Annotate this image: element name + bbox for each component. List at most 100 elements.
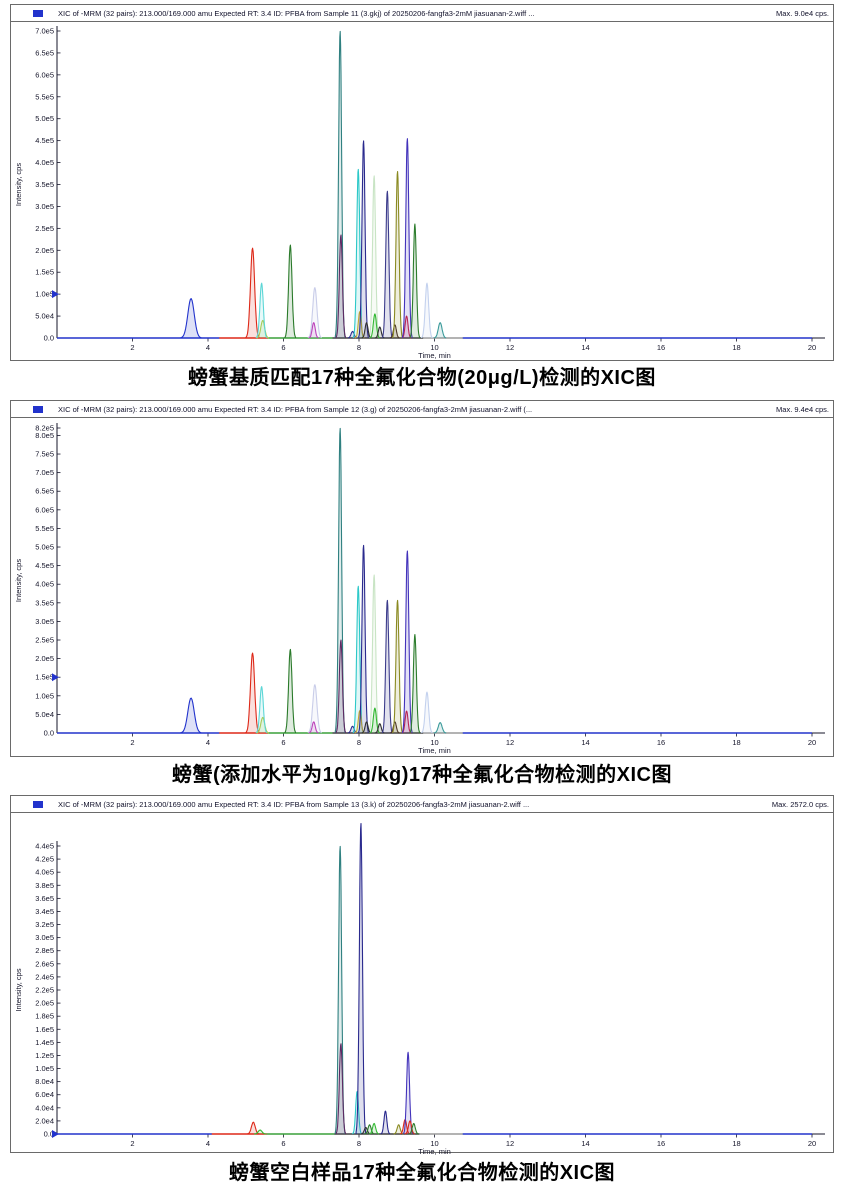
- svg-text:7.0e5: 7.0e5: [35, 27, 54, 36]
- chromatogram-panel-2: XIC of -MRM (32 pairs): 213.000/169.000 …: [10, 400, 834, 757]
- svg-text:5.0e5: 5.0e5: [35, 543, 54, 552]
- svg-text:10: 10: [430, 343, 438, 352]
- svg-text:1.5e5: 1.5e5: [35, 673, 54, 682]
- svg-text:20: 20: [808, 1139, 816, 1148]
- svg-text:6.5e5: 6.5e5: [35, 487, 54, 496]
- svg-text:18: 18: [732, 343, 740, 352]
- svg-text:12: 12: [506, 738, 514, 747]
- svg-text:1.0e5: 1.0e5: [35, 691, 54, 700]
- svg-text:4: 4: [206, 738, 210, 747]
- svg-text:8.0e5: 8.0e5: [35, 431, 54, 440]
- svg-text:0.0: 0.0: [44, 729, 54, 738]
- max-cps-label: Max. 9.0e4 cps.: [776, 8, 829, 18]
- svg-text:2: 2: [130, 1139, 134, 1148]
- caption-spiked-sample: 螃蟹(添加水平为10μg/kg)17种全氟化合物检测的XIC图: [171, 764, 672, 786]
- svg-text:14: 14: [581, 1139, 589, 1148]
- chromatogram-panel-1: XIC of -MRM (32 pairs): 213.000/169.000 …: [10, 4, 834, 361]
- svg-text:12: 12: [506, 1139, 514, 1148]
- svg-text:3.0e5: 3.0e5: [35, 202, 54, 211]
- svg-text:16: 16: [657, 343, 665, 352]
- svg-text:2.8e5: 2.8e5: [35, 946, 54, 955]
- svg-text:Time, min: Time, min: [418, 351, 451, 360]
- svg-text:1.2e5: 1.2e5: [35, 1051, 54, 1060]
- svg-text:3.0e5: 3.0e5: [35, 933, 54, 942]
- svg-text:6: 6: [281, 1139, 285, 1148]
- chromatogram-plot-1: 0.0 5.0e4 1.0e5 1.5e5 2.0e5 2.5e5 3.0e5 3.5e5 4.…: [14, 26, 825, 360]
- svg-text:10: 10: [430, 1139, 438, 1148]
- svg-text:7.5e5: 7.5e5: [35, 450, 54, 459]
- svg-text:4: 4: [206, 343, 210, 352]
- svg-text:16: 16: [657, 1139, 665, 1148]
- xic-header-text: XIC of -MRM (32 pairs): 213.000/169.000 …: [58, 8, 535, 18]
- svg-text:20: 20: [808, 343, 816, 352]
- svg-text:8.0e4: 8.0e4: [35, 1077, 54, 1086]
- svg-text:20: 20: [808, 738, 816, 747]
- svg-text:Time, min: Time, min: [418, 1147, 451, 1156]
- svg-text:Intensity, cps: Intensity, cps: [14, 163, 23, 206]
- svg-text:3.8e5: 3.8e5: [35, 881, 54, 890]
- svg-text:6.5e5: 6.5e5: [35, 48, 54, 57]
- svg-text:4.5e5: 4.5e5: [35, 561, 54, 570]
- svg-text:7.0e5: 7.0e5: [35, 468, 54, 477]
- chromatogram-plot-2: 0.0 5.0e4 1.0e5 1.5e5 2.0e5 2.5e5 3.0e5 3.5e5 4.…: [14, 423, 825, 755]
- svg-text:2: 2: [130, 738, 134, 747]
- svg-text:1.8e5: 1.8e5: [35, 1012, 54, 1021]
- svg-text:3.0e5: 3.0e5: [35, 617, 54, 626]
- svg-text:1.6e5: 1.6e5: [35, 1025, 54, 1034]
- svg-text:2.6e5: 2.6e5: [35, 959, 54, 968]
- svg-text:4.5e5: 4.5e5: [35, 136, 54, 145]
- svg-text:3.5e5: 3.5e5: [35, 598, 54, 607]
- svg-text:5.0e5: 5.0e5: [35, 114, 54, 123]
- svg-text:Intensity, cps: Intensity, cps: [14, 559, 23, 602]
- svg-text:4.4e5: 4.4e5: [35, 842, 54, 851]
- svg-text:8.2e5: 8.2e5: [35, 424, 54, 433]
- svg-text:6: 6: [281, 343, 285, 352]
- max-cps-label: Max. 2572.0 cps.: [771, 799, 829, 809]
- trace-legend-swatch: [33, 405, 43, 413]
- svg-text:0.0: 0.0: [44, 334, 54, 343]
- svg-text:5.5e5: 5.5e5: [35, 92, 54, 101]
- svg-text:3.5e5: 3.5e5: [35, 180, 54, 189]
- svg-text:1.0e5: 1.0e5: [35, 290, 54, 299]
- svg-text:3.6e5: 3.6e5: [35, 894, 54, 903]
- svg-text:3.2e5: 3.2e5: [35, 920, 54, 929]
- svg-text:1.0e5: 1.0e5: [35, 1064, 54, 1073]
- svg-text:2.2e5: 2.2e5: [35, 986, 54, 995]
- svg-text:4.0e4: 4.0e4: [35, 1103, 54, 1112]
- svg-text:18: 18: [732, 1139, 740, 1148]
- svg-text:2.0e5: 2.0e5: [35, 246, 54, 255]
- svg-text:4.2e5: 4.2e5: [35, 855, 54, 864]
- svg-text:2.5e5: 2.5e5: [35, 636, 54, 645]
- svg-text:3.4e5: 3.4e5: [35, 907, 54, 916]
- max-cps-label: Max. 9.4e4 cps.: [776, 404, 829, 414]
- trace-legend-swatch: [33, 9, 43, 17]
- svg-text:8: 8: [357, 343, 361, 352]
- svg-text:8: 8: [357, 738, 361, 747]
- svg-text:2.5e5: 2.5e5: [35, 224, 54, 233]
- svg-text:0.0: 0.0: [44, 1130, 54, 1139]
- svg-text:4.0e5: 4.0e5: [35, 868, 54, 877]
- svg-text:16: 16: [657, 738, 665, 747]
- svg-text:1.4e5: 1.4e5: [35, 1038, 54, 1047]
- svg-text:5.5e5: 5.5e5: [35, 524, 54, 533]
- svg-text:1.5e5: 1.5e5: [35, 268, 54, 277]
- svg-text:4: 4: [206, 1139, 210, 1148]
- trace-legend-swatch: [33, 800, 43, 808]
- svg-text:4.0e5: 4.0e5: [35, 580, 54, 589]
- svg-text:8: 8: [357, 1139, 361, 1148]
- svg-text:14: 14: [581, 738, 589, 747]
- svg-text:2.0e5: 2.0e5: [35, 654, 54, 663]
- chromatogram-panel-3: XIC of -MRM (32 pairs): 213.000/169.000 …: [10, 795, 834, 1156]
- svg-text:2: 2: [130, 343, 134, 352]
- svg-text:Time, min: Time, min: [418, 746, 451, 755]
- svg-text:10: 10: [430, 738, 438, 747]
- svg-text:6.0e5: 6.0e5: [35, 70, 54, 79]
- svg-text:2.0e4: 2.0e4: [35, 1116, 54, 1125]
- svg-text:Intensity, cps: Intensity, cps: [14, 968, 23, 1011]
- panel-header-2: XIC of -MRM (32 pairs): 213.000/169.000 …: [11, 401, 833, 418]
- svg-text:14: 14: [581, 343, 589, 352]
- svg-text:6.0e5: 6.0e5: [35, 505, 54, 514]
- chromatogram-plot-3: 0.0 2.0e4 4.0e4 6.0e4 8.0e4 1.0e5 1.2e5 1.4e5 1.…: [14, 822, 825, 1156]
- svg-text:5.0e4: 5.0e4: [35, 312, 54, 321]
- svg-text:6: 6: [281, 738, 285, 747]
